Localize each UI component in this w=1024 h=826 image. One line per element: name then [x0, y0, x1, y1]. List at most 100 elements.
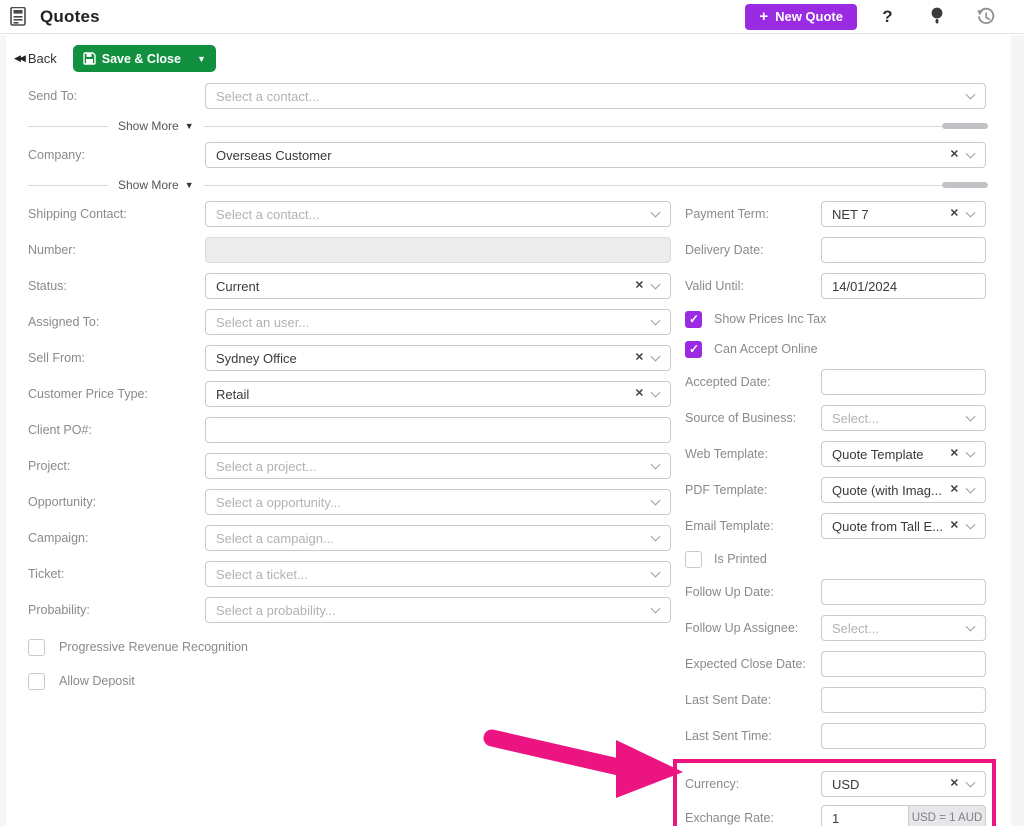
- back-button[interactable]: ◀◀ Back: [14, 51, 57, 66]
- show-more-caret-icon[interactable]: ▼: [184, 180, 194, 190]
- field-control-send-to: [205, 83, 986, 109]
- field-control-shipping-contact: [205, 201, 671, 227]
- field-row-accepted-date: Accepted Date:: [685, 369, 986, 395]
- select-web-template[interactable]: [821, 441, 986, 467]
- field-label-client-po: Client PO#:: [28, 423, 92, 437]
- field-control-currency: ✕: [821, 771, 986, 797]
- show-more-toggle[interactable]: Show More: [118, 119, 179, 133]
- divider-line: [203, 125, 986, 127]
- field-label-assigned-to: Assigned To:: [28, 315, 100, 329]
- clear-icon[interactable]: ✕: [949, 519, 959, 532]
- input-expected-close-date[interactable]: [821, 651, 986, 677]
- input-accepted-date[interactable]: [821, 369, 986, 395]
- field-control-follow-up-date: [821, 579, 986, 605]
- form-left-column: Shipping Contact: Number: Status: ✕ Assigned…: [28, 201, 685, 705]
- input-follow-up-date[interactable]: [821, 579, 986, 605]
- back-label: Back: [27, 51, 57, 66]
- save-close-button[interactable]: Save & Close ▼: [72, 45, 216, 72]
- field-label-sell-from: Sell From:: [28, 351, 85, 365]
- field-row-campaign: Campaign:: [28, 525, 671, 551]
- scrollbar-thumb[interactable]: [942, 182, 988, 188]
- select-opportunity[interactable]: [205, 489, 671, 515]
- field-label-delivery-date: Delivery Date:: [685, 243, 764, 257]
- select-source-of-business[interactable]: [821, 405, 986, 431]
- field-control-source-of-business: [821, 405, 986, 431]
- select-currency[interactable]: [821, 771, 986, 797]
- checkbox-show-prices-inc-tax[interactable]: [685, 310, 702, 328]
- checkbox-is-printed[interactable]: [685, 550, 702, 568]
- field-control-follow-up-assignee: [821, 615, 986, 641]
- divider-line: [28, 184, 108, 186]
- quotes-document-icon: [10, 7, 26, 26]
- select-campaign[interactable]: [205, 525, 671, 551]
- save-close-label: Save & Close: [101, 51, 181, 66]
- select-probability[interactable]: [205, 597, 671, 623]
- field-label-status: Status:: [28, 279, 67, 293]
- field-label-last-sent-time: Last Sent Time:: [685, 729, 772, 743]
- field-label-probability: Probability:: [28, 603, 90, 617]
- tips-lightbulb-icon[interactable]: [912, 7, 961, 26]
- show-more-caret-icon[interactable]: ▼: [184, 121, 194, 131]
- input-valid-until[interactable]: [821, 273, 986, 299]
- left-gutter: [0, 35, 6, 826]
- select-payment-term[interactable]: [821, 201, 986, 227]
- field-control-valid-until: [821, 273, 986, 299]
- new-quote-button[interactable]: + New Quote: [745, 3, 857, 30]
- save-dropdown-caret-icon[interactable]: ▼: [196, 53, 206, 64]
- field-label-shipping-contact: Shipping Contact:: [28, 207, 127, 221]
- field-label-source-of-business: Source of Business:: [685, 411, 797, 425]
- field-row-assigned-to: Assigned To:: [28, 309, 671, 335]
- select-shipping-contact[interactable]: [205, 201, 671, 227]
- clear-icon[interactable]: ✕: [949, 148, 959, 161]
- field-control-payment-term: ✕: [821, 201, 986, 227]
- clear-icon[interactable]: ✕: [949, 777, 959, 790]
- field-row-payment-term: Payment Term: ✕: [685, 201, 986, 227]
- input-client-po[interactable]: [205, 417, 671, 443]
- field-row-company: Company: ✕: [28, 142, 986, 168]
- select-project[interactable]: [205, 453, 671, 479]
- scrollbar-thumb[interactable]: [942, 123, 988, 129]
- checkbox-can-accept-online[interactable]: [685, 340, 702, 358]
- field-control-assigned-to: [205, 309, 671, 335]
- clear-icon[interactable]: ✕: [949, 483, 959, 496]
- field-control-campaign: [205, 525, 671, 551]
- divider-line: [203, 184, 986, 186]
- select-send-to[interactable]: [205, 83, 986, 109]
- history-icon[interactable]: [961, 7, 1010, 27]
- show-more-divider: Show More ▼: [28, 178, 988, 192]
- select-status[interactable]: [205, 273, 671, 299]
- select-assigned-to[interactable]: [205, 309, 671, 335]
- clear-icon[interactable]: ✕: [634, 279, 644, 292]
- select-follow-up-assignee[interactable]: [821, 615, 986, 641]
- checkbox-progressive-revenue-recognition[interactable]: [28, 638, 45, 656]
- select-pdf-template[interactable]: [821, 477, 986, 503]
- field-control-probability: [205, 597, 671, 623]
- select-email-template[interactable]: [821, 513, 986, 539]
- input-last-sent-time[interactable]: [821, 723, 986, 749]
- currency-highlight-box: Currency: ✕ Exchange Rate: USD = 1 AUD: [673, 759, 996, 826]
- back-arrows-icon: ◀◀: [14, 53, 26, 63]
- field-control-web-template: ✕: [821, 441, 986, 467]
- clear-icon[interactable]: ✕: [634, 351, 644, 364]
- select-customer-price-type[interactable]: [205, 381, 671, 407]
- checkbox-allow-deposit[interactable]: [28, 672, 45, 690]
- help-icon[interactable]: ?: [882, 6, 893, 26]
- input-exchange-rate[interactable]: [821, 805, 909, 826]
- clear-icon[interactable]: ✕: [634, 387, 644, 400]
- select-company[interactable]: [205, 142, 986, 168]
- show-more-toggle[interactable]: Show More: [118, 178, 179, 192]
- select-ticket[interactable]: [205, 561, 671, 587]
- select-sell-from[interactable]: [205, 345, 671, 371]
- field-row-expected-close-date: Expected Close Date:: [685, 651, 986, 677]
- clear-icon[interactable]: ✕: [949, 207, 959, 220]
- field-control-status: ✕: [205, 273, 671, 299]
- field-label-web-template: Web Template:: [685, 447, 768, 461]
- field-control-number: [205, 237, 671, 263]
- input-last-sent-date[interactable]: [821, 687, 986, 713]
- input-delivery-date[interactable]: [821, 237, 986, 263]
- input-number[interactable]: [205, 237, 671, 263]
- clear-icon[interactable]: ✕: [949, 447, 959, 460]
- field-control-last-sent-time: [821, 723, 986, 749]
- scrollbar-track[interactable]: [1011, 35, 1024, 826]
